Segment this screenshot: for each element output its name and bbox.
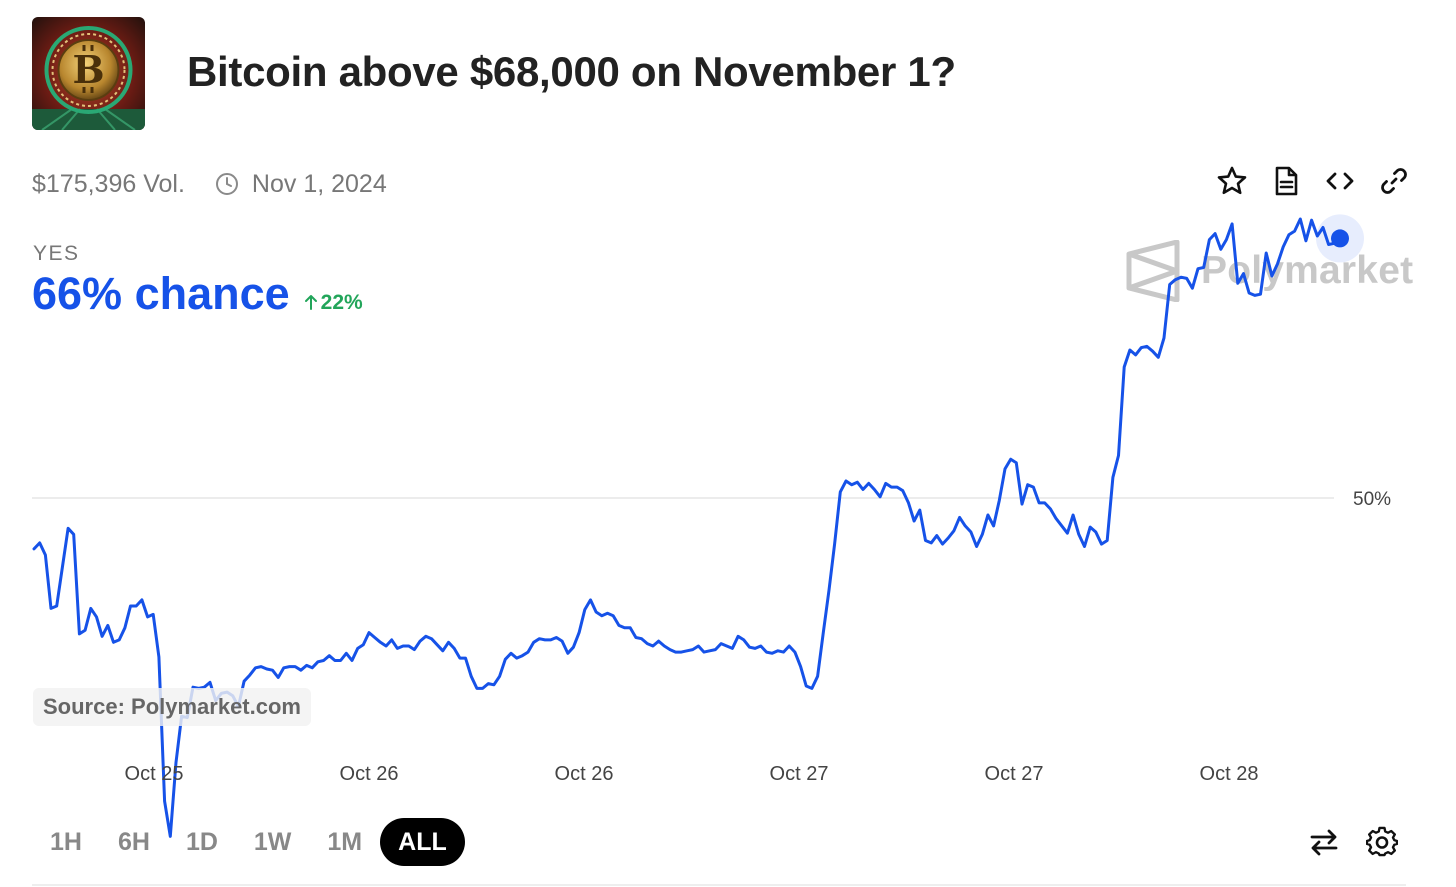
copy-link-button[interactable] [1378, 163, 1410, 199]
bitcoin-coin-icon: B [32, 17, 145, 130]
bottom-divider [32, 884, 1406, 886]
x-tick-label: Oct 27 [770, 763, 829, 785]
x-axis: Oct 25 Oct 26 Oct 26 Oct 27 Oct 27 Oct 28 [125, 763, 1259, 785]
range-1w-button[interactable]: 1W [253, 827, 292, 856]
range-1m-button[interactable]: 1M [327, 827, 363, 856]
chart-tools [1308, 825, 1398, 859]
series-line [32, 217, 1342, 838]
last-point[interactable] [1331, 229, 1349, 248]
market-meta: $175,396 Vol. Nov 1, 2024 [32, 168, 387, 200]
range-1h-button[interactable]: 1H [50, 827, 82, 856]
market-actions [1216, 163, 1410, 199]
price-chart[interactable]: 50% Oct 25 Oct 26 Oct 26 Oct 27 Oct 27 Oct 28 [0, 214, 1456, 838]
settings-button[interactable] [1366, 825, 1398, 859]
document-button[interactable] [1270, 163, 1302, 199]
x-tick-label: Oct 25 [125, 763, 184, 785]
chance-value: 66% chance [32, 268, 290, 319]
range-6h-button[interactable]: 6H [117, 827, 150, 856]
brand-name: Polymarket [1201, 249, 1414, 292]
change-value: 22% [320, 291, 363, 314]
polymarket-logo-icon [1126, 240, 1180, 302]
change-badge: 22% [304, 291, 363, 315]
swap-button[interactable] [1308, 825, 1340, 859]
embed-code-icon [1326, 172, 1354, 190]
market-thumbnail: B [32, 17, 145, 130]
clock-icon [215, 173, 238, 195]
embed-button[interactable] [1324, 163, 1356, 199]
range-1d-button[interactable]: 1D [185, 827, 218, 856]
market-title: Bitcoin above $68,000 on November 1? [187, 48, 956, 95]
chance-row: 66% chance 22% [32, 268, 363, 320]
settings-gear-icon [1366, 826, 1398, 857]
x-tick-label: Oct 26 [555, 763, 614, 785]
document-icon [1275, 166, 1298, 196]
x-tick-label: Oct 26 [340, 763, 399, 785]
source-label: Source: Polymarket.com [33, 688, 311, 726]
range-all-button[interactable]: ALL [380, 818, 465, 866]
x-tick-label: Oct 28 [1200, 763, 1259, 785]
time-range-selector: 1H 6H 1D 1W 1M ALL [32, 818, 465, 866]
end-date-text: Nov 1, 2024 [251, 169, 387, 198]
x-tick-label: Oct 27 [985, 763, 1044, 785]
outcome-label: YES [33, 242, 80, 265]
star-icon [1217, 166, 1247, 195]
y-tick-label: 50% [1353, 489, 1391, 510]
swap-arrows-icon [1310, 829, 1338, 856]
svg-text:B: B [72, 47, 104, 92]
arrow-up-icon [304, 295, 317, 310]
link-icon [1381, 168, 1407, 194]
volume-text: $175,396 Vol. [32, 169, 185, 198]
star-button[interactable] [1216, 163, 1248, 199]
